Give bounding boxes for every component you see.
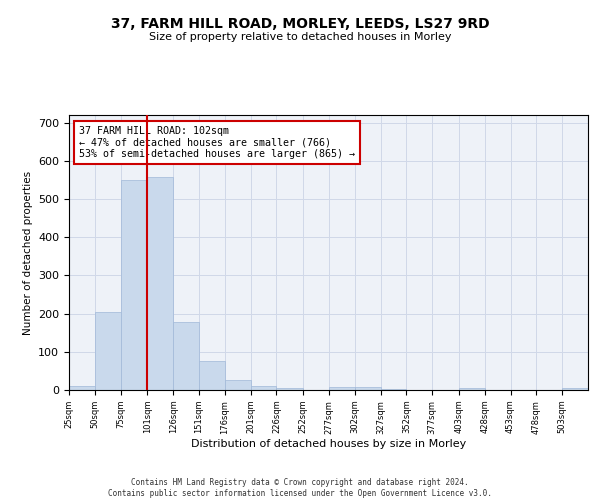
Text: Contains HM Land Registry data © Crown copyright and database right 2024.
Contai: Contains HM Land Registry data © Crown c…: [108, 478, 492, 498]
Y-axis label: Number of detached properties: Number of detached properties: [23, 170, 32, 334]
Text: Size of property relative to detached houses in Morley: Size of property relative to detached ho…: [149, 32, 451, 42]
Bar: [69, 386, 95, 390]
Bar: [277, 388, 303, 390]
X-axis label: Distribution of detached houses by size in Morley: Distribution of detached houses by size …: [191, 440, 466, 450]
Bar: [225, 380, 251, 390]
Bar: [329, 387, 355, 390]
Bar: [95, 312, 121, 390]
Bar: [148, 177, 173, 390]
Text: 37 FARM HILL ROAD: 102sqm
← 47% of detached houses are smaller (766)
53% of semi: 37 FARM HILL ROAD: 102sqm ← 47% of detac…: [79, 126, 355, 159]
Bar: [173, 322, 199, 390]
Bar: [562, 388, 588, 390]
Bar: [380, 389, 406, 390]
Bar: [459, 388, 485, 390]
Text: 37, FARM HILL ROAD, MORLEY, LEEDS, LS27 9RD: 37, FARM HILL ROAD, MORLEY, LEEDS, LS27 …: [110, 18, 490, 32]
Bar: [199, 362, 225, 390]
Bar: [121, 180, 148, 390]
Bar: [251, 386, 277, 390]
Bar: [355, 387, 380, 390]
